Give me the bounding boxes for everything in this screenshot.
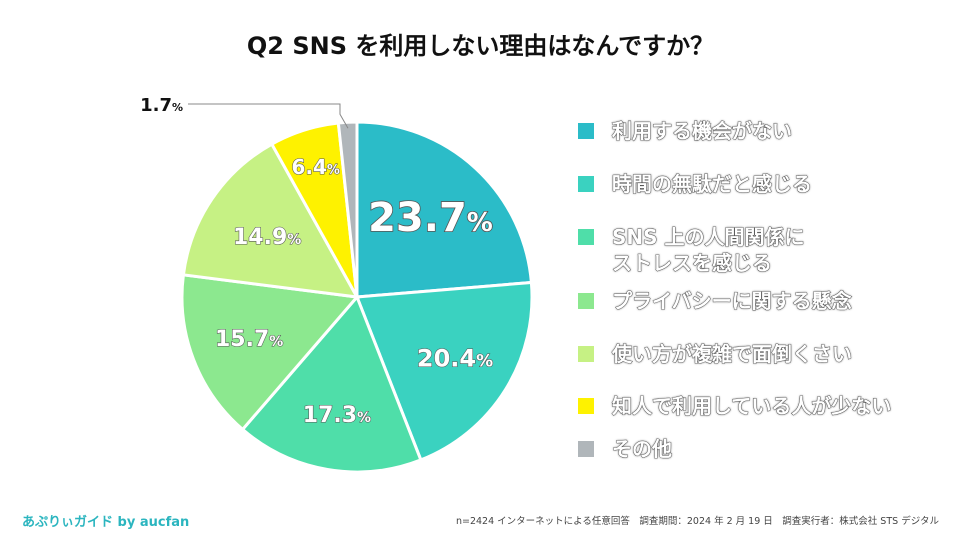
pie-slice-1 <box>355 120 534 299</box>
legend-swatch <box>578 176 594 192</box>
pie-slice-5 <box>181 142 360 299</box>
pie-slice-2 <box>354 280 534 462</box>
legend-item-6: 知人で利用している人が少ない <box>578 393 892 419</box>
survey-footnote: n=2424 インターネットによる任意回答 調査期間：2024 年 2 月 19… <box>455 516 939 527</box>
legend-swatch <box>578 293 594 309</box>
data-label-1: 23.7% <box>368 195 493 241</box>
legend-label: 知人で利用している人が少ない <box>612 394 892 419</box>
data-label-2: 20.4% <box>417 344 493 372</box>
data-label-3: 17.3% <box>303 403 371 428</box>
pie-slice-7 <box>336 120 359 298</box>
pie-slice-4 <box>180 273 360 432</box>
legend-swatch <box>578 229 594 245</box>
legend-label: 利用する機会がない <box>612 119 793 144</box>
legend-label: 時間の無駄だと感じる <box>612 172 813 197</box>
legend-swatch <box>578 346 594 362</box>
legend-item-4: プライバシーに関する懸念 <box>578 288 852 314</box>
legend-label: SNS 上の人間関係に ストレスを感じる <box>612 225 805 276</box>
chart-title: Q2 SNS を利用しない理由はなんですか？ <box>246 32 715 60</box>
legend-label: プライバシーに関する懸念 <box>612 289 852 314</box>
data-label-6: 6.4% <box>291 155 339 179</box>
data-label-7: 1.7% <box>140 95 183 116</box>
legend-item-3: SNS 上の人間関係に ストレスを感じる <box>578 224 805 276</box>
legend-item-2: 時間の無駄だと感じる <box>578 171 812 197</box>
legend-item-1: 利用する機会がない <box>578 118 792 144</box>
pie-slice-3 <box>240 294 423 474</box>
legend-item-7: その他 <box>578 436 672 462</box>
data-label-5: 14.9% <box>233 225 301 250</box>
legend-swatch <box>578 123 594 139</box>
legend-item-5: 使い方が複雑で面倒くさい <box>578 341 852 367</box>
data-label-4: 15.7% <box>215 327 283 352</box>
legend-label: 使い方が複雑で面倒くさい <box>612 342 853 367</box>
leader-line-other <box>188 103 349 129</box>
legend-label: その他 <box>612 437 673 462</box>
brand-logo-text: あぷりぃガイド by aucfan <box>22 515 190 530</box>
legend-swatch <box>578 441 594 457</box>
legend-swatch <box>578 398 594 414</box>
